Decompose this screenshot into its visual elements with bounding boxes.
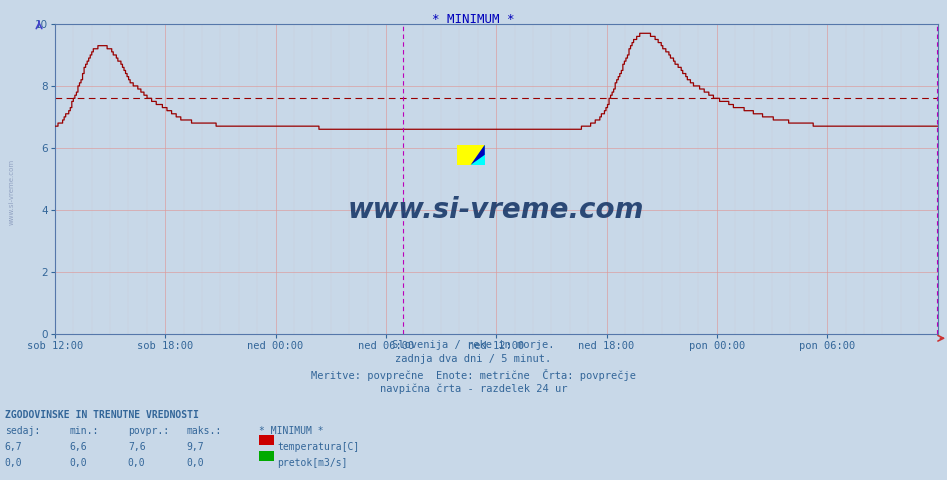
Text: pretok[m3/s]: pretok[m3/s] bbox=[277, 458, 348, 468]
Text: zadnja dva dni / 5 minut.: zadnja dva dni / 5 minut. bbox=[396, 354, 551, 364]
Text: Slovenija / reke in morje.: Slovenija / reke in morje. bbox=[392, 340, 555, 350]
Text: maks.:: maks.: bbox=[187, 426, 222, 436]
Text: * MINIMUM *: * MINIMUM * bbox=[432, 13, 515, 26]
Polygon shape bbox=[471, 145, 485, 165]
Text: min.:: min.: bbox=[69, 426, 98, 436]
Text: www.si-vreme.com: www.si-vreme.com bbox=[9, 159, 14, 225]
Text: temperatura[C]: temperatura[C] bbox=[277, 442, 360, 452]
Polygon shape bbox=[471, 145, 485, 165]
Text: 0,0: 0,0 bbox=[187, 458, 205, 468]
Text: 7,6: 7,6 bbox=[128, 442, 146, 452]
Text: 9,7: 9,7 bbox=[187, 442, 205, 452]
Text: povpr.:: povpr.: bbox=[128, 426, 169, 436]
Text: 6,7: 6,7 bbox=[5, 442, 23, 452]
Text: navpična črta - razdelek 24 ur: navpična črta - razdelek 24 ur bbox=[380, 383, 567, 394]
Text: 0,0: 0,0 bbox=[5, 458, 23, 468]
Text: 0,0: 0,0 bbox=[128, 458, 146, 468]
Text: www.si-vreme.com: www.si-vreme.com bbox=[348, 196, 645, 224]
Text: sedaj:: sedaj: bbox=[5, 426, 40, 436]
Text: * MINIMUM *: * MINIMUM * bbox=[259, 426, 323, 436]
Text: 0,0: 0,0 bbox=[69, 458, 87, 468]
Text: Meritve: povprečne  Enote: metrične  Črta: povprečje: Meritve: povprečne Enote: metrične Črta:… bbox=[311, 369, 636, 381]
Text: ZGODOVINSKE IN TRENUTNE VREDNOSTI: ZGODOVINSKE IN TRENUTNE VREDNOSTI bbox=[5, 410, 199, 420]
Text: 6,6: 6,6 bbox=[69, 442, 87, 452]
